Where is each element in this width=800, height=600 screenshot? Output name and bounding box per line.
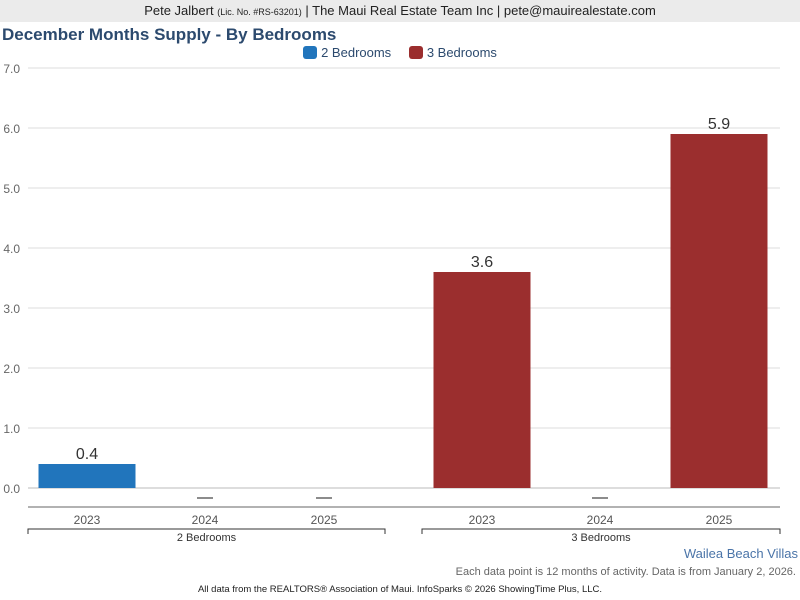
x-tick-label: 2023 <box>469 513 496 527</box>
area-name[interactable]: Wailea Beach Villas <box>683 546 798 561</box>
y-tick-label: 5.0 <box>3 182 20 196</box>
agent-name: Pete Jalbert <box>144 3 214 18</box>
legend-item-3-bedrooms[interactable]: 3 Bedrooms <box>408 45 497 60</box>
x-tick-label: 2024 <box>587 513 614 527</box>
group-label: 2 Bedrooms <box>177 532 237 544</box>
bar[interactable] <box>38 464 136 488</box>
footer: All data from the REALTORS® Association … <box>197 584 603 595</box>
bar[interactable] <box>670 134 768 488</box>
legend-label: 2 Bedrooms <box>321 45 392 60</box>
group-bracket <box>27 528 386 534</box>
agent-info: | The Maui Real Estate Team Inc | pete@m… <box>305 3 656 18</box>
legend-swatch <box>408 46 423 59</box>
y-tick-label: 0.0 <box>3 482 20 496</box>
chart-plot: 0.0 1.0 2.0 3.0 4.0 5.0 6.0 7.0 0.4 2023 2024 2025 2… <box>3 62 781 544</box>
y-tick-label: 1.0 <box>3 422 20 436</box>
chart-title: December Months Supply - By Bedrooms <box>2 25 337 44</box>
x-tick-label: 2023 <box>74 513 101 527</box>
y-tick-label: 7.0 <box>3 62 20 76</box>
group-label: 3 Bedrooms <box>571 532 631 544</box>
legend-label: 3 Bedrooms <box>426 45 497 60</box>
legend: 2 Bedrooms 3 Bedrooms <box>0 45 800 60</box>
legend-swatch <box>303 46 318 59</box>
legend-item-2-bedrooms[interactable]: 2 Bedrooms <box>303 45 391 60</box>
y-tick-label: 2.0 <box>3 362 20 376</box>
bar[interactable] <box>433 272 531 488</box>
y-tick-label: 4.0 <box>3 242 20 256</box>
data-note: Each data point is 12 months of activity… <box>455 566 796 578</box>
x-tick-label: 2024 <box>192 513 219 527</box>
license: (Lic. No. #RS-63201) <box>217 7 302 17</box>
data-label: 3.6 <box>471 254 493 271</box>
x-tick-label: 2025 <box>311 513 338 527</box>
x-tick-label: 2025 <box>706 513 733 527</box>
y-tick-label: 3.0 <box>3 302 20 316</box>
group-bracket <box>421 528 781 534</box>
data-label: 5.9 <box>708 116 730 133</box>
data-label: 0.4 <box>76 446 98 463</box>
header-bar: Pete Jalbert (Lic. No. #RS-63201) | The … <box>0 0 800 22</box>
y-tick-label: 6.0 <box>3 122 20 136</box>
